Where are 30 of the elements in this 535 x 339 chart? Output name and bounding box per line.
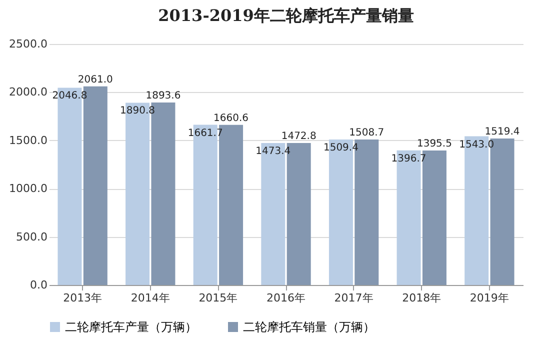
y-tick-label: 1000.0 — [9, 182, 48, 196]
x-tick-label: 2018年 — [402, 292, 442, 304]
data-label: 1473.4 — [256, 146, 291, 157]
y-tick-label: 2000.0 — [9, 86, 48, 99]
data-label: 1660.6 — [214, 112, 249, 124]
x-tick-label: 2017年 — [334, 292, 374, 304]
x-tick-label: 2015年 — [198, 292, 238, 304]
x-tick-label: 2019年 — [470, 292, 509, 304]
y-tick-label: 0.0 — [30, 278, 48, 292]
data-label: 1395.5 — [416, 138, 452, 150]
data-label: 1890.8 — [120, 106, 156, 117]
data-label: 1472.8 — [281, 131, 316, 142]
data-label: 1893.6 — [146, 90, 181, 102]
y-tick-label: 1500.0 — [9, 134, 48, 147]
legend-label: 二轮摩托车销量（万辆） — [243, 320, 375, 334]
legend-label: 二轮摩托车产量（万辆） — [65, 320, 197, 334]
data-label: 1661.7 — [188, 128, 223, 139]
data-label: 1543.0 — [459, 139, 494, 150]
x-tick-label: 2013年 — [63, 292, 102, 304]
data-label: 1396.7 — [391, 153, 426, 164]
data-label: 1509.4 — [323, 142, 358, 154]
x-tick-label: 2014年 — [130, 292, 170, 304]
chart-title: 2013-2019年二轮摩托车产量销量 — [158, 6, 414, 25]
y-tick-label: 2500.0 — [9, 38, 48, 50]
y-tick-label: 500.0 — [16, 230, 48, 244]
data-label: 1519.4 — [484, 126, 520, 138]
data-label: 1508.7 — [349, 128, 384, 139]
x-tick-label: 2016年 — [266, 292, 306, 304]
data-label: 2061.0 — [78, 74, 113, 86]
data-label: 2046.8 — [52, 90, 88, 102]
